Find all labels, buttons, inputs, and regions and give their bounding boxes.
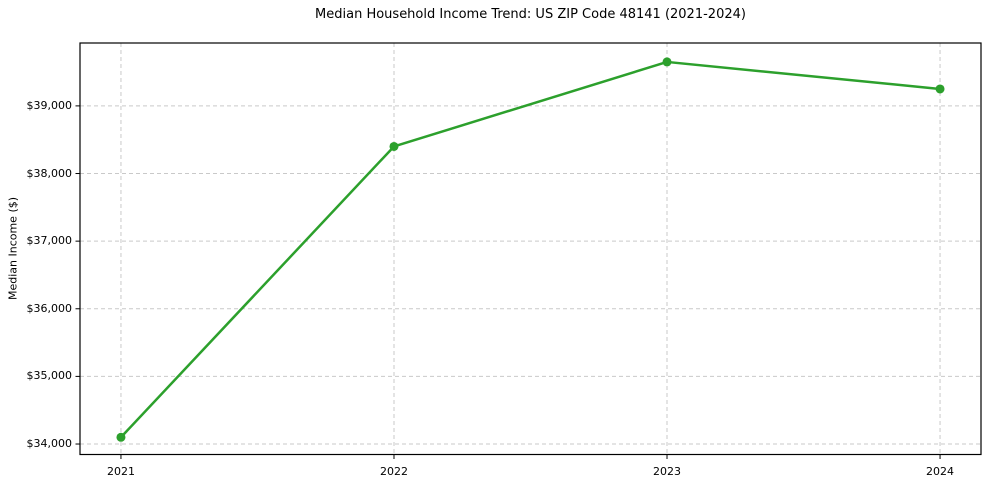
y-tick-label: $39,000 [26,98,73,112]
x-tick-label: 2024 [926,464,955,478]
data-point-marker [116,432,126,442]
y-tick-label: $36,000 [26,301,73,315]
y-tick-label: $34,000 [26,437,73,451]
plot-border [79,42,982,456]
x-tick-label: 2023 [653,464,681,478]
data-point-marker [389,141,399,151]
y-tick-label: $38,000 [26,166,73,180]
x-tick-label: 2021 [106,464,135,478]
data-point-marker [662,57,672,67]
x-tick-label: 2022 [379,464,408,478]
y-tick-label: $35,000 [26,369,73,383]
chart-title: Median Household Income Trend: US ZIP Co… [315,7,746,22]
data-point-marker [935,84,945,94]
y-tick-label: $37,000 [26,234,73,248]
trend-line [119,60,942,439]
